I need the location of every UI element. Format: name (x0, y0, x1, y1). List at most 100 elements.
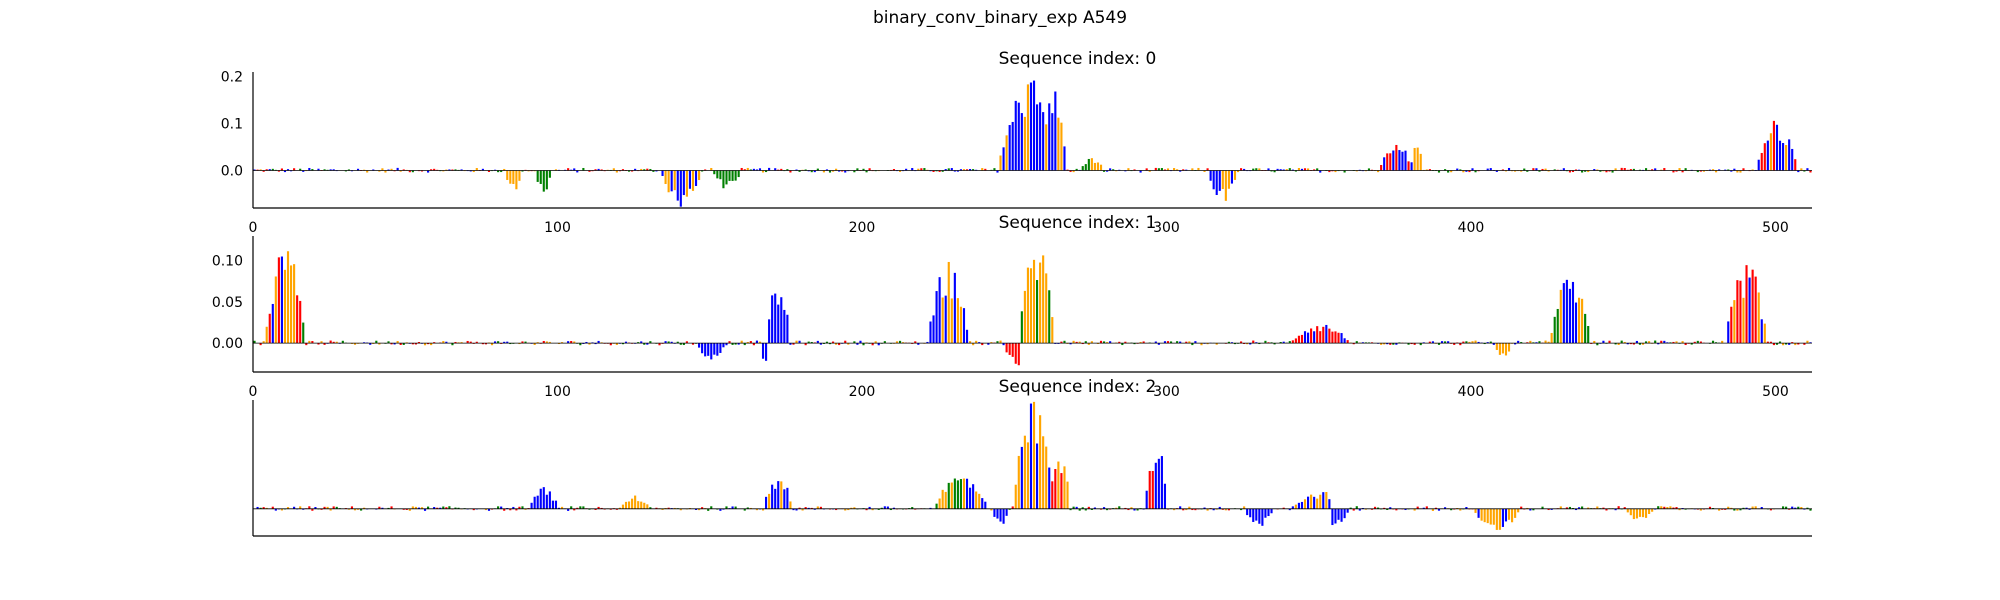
logo-letter-G (1785, 145, 1788, 171)
logo-letter-G (1660, 506, 1663, 509)
logo-letter-G (1751, 169, 1754, 171)
logo-letter-A (1279, 342, 1282, 344)
logo-letter-G (457, 342, 460, 344)
logo-letter-G (1045, 446, 1048, 509)
logo-letter-C (1708, 169, 1712, 171)
logo-letter-A (1785, 343, 1788, 345)
logo-letter-T (984, 168, 987, 171)
logo-letter-A (579, 506, 582, 509)
logo-letter-A (588, 508, 591, 510)
logo-letter-A (1654, 340, 1657, 344)
x-tick-label: 0 (249, 220, 258, 236)
logo-letter-C (765, 343, 768, 361)
logo-letter-G (308, 340, 311, 344)
logo-letter-C (427, 170, 430, 173)
logo-letter-A (1553, 169, 1556, 171)
logo-letter-C (1635, 340, 1638, 344)
logo-letter-C (302, 170, 305, 172)
logo-letter-G (1325, 492, 1328, 509)
logo-letter-T (1623, 168, 1626, 171)
logo-letter-G (673, 507, 676, 509)
panel-0: Sequence index: 0 0.0 0.1 0.2 0 100 200 300 400 5… (221, 49, 1812, 236)
logo-letter-G (1644, 508, 1648, 518)
logo-letter-G (560, 342, 564, 344)
logo-letter-T (1252, 340, 1255, 344)
logo-letter-G (1243, 506, 1246, 509)
logo-letter-G (1587, 170, 1590, 173)
logo-letter-A (1632, 168, 1635, 171)
logo-letter-C (1005, 508, 1008, 516)
logo-letter-A (1157, 168, 1160, 171)
logo-letter-G (956, 298, 959, 344)
logo-letter-T (1380, 164, 1383, 171)
logo-letter-T (892, 169, 896, 171)
logo-letter-T (743, 169, 746, 171)
logo-letter-C (661, 170, 664, 176)
logo-letter-A (1273, 170, 1276, 173)
logo-letter-G (634, 495, 637, 509)
logo-letter-A (731, 343, 734, 345)
logo-letter-C (1249, 343, 1252, 345)
logo-letter-C (771, 295, 774, 344)
logo-letter-A (1392, 343, 1395, 345)
logo-letter-A (1806, 507, 1809, 509)
logo-letter-T (1602, 507, 1605, 509)
logo-letter-A (765, 170, 768, 173)
logo-letter-C (1133, 508, 1136, 511)
logo-letter-G (1045, 124, 1048, 171)
logo-letter-T (1322, 326, 1325, 344)
logo-letter-A (1483, 343, 1486, 345)
logo-letter-C (1209, 170, 1212, 181)
logo-letter-C (688, 170, 692, 189)
logo-letter-A (323, 169, 326, 171)
logo-letter-T (1075, 341, 1078, 344)
logo-letter-C (1718, 169, 1721, 171)
logo-letter-C (417, 507, 421, 509)
logo-letter-C (1568, 288, 1571, 344)
logo-letter-C (445, 341, 448, 344)
logo-letter-C (1218, 506, 1221, 509)
logo-letter-G (1383, 343, 1386, 345)
logo-letter-C (293, 506, 296, 509)
logo-letter-C (670, 170, 673, 192)
logo-letter-A (935, 503, 938, 509)
logo-letter-C (1444, 507, 1447, 509)
logo-letter-G (1066, 481, 1069, 509)
logo-letter-C (1319, 170, 1322, 173)
logo-letter-G (280, 508, 283, 511)
logo-letter-A (1233, 343, 1237, 345)
logo-letter-G (408, 508, 411, 511)
logo-letter-A (798, 170, 801, 172)
logo-letter-C (807, 507, 810, 509)
logo-letter-C (1791, 506, 1794, 509)
logo-letter-A (1474, 170, 1477, 173)
logo-letter-C (1760, 507, 1763, 509)
logo-letter-T (305, 343, 308, 346)
logo-letter-A (1538, 341, 1541, 344)
logo-letter-C (545, 494, 548, 509)
logo-letter-A (1106, 508, 1109, 511)
logo-letter-C (369, 343, 372, 345)
logo-letter-C (503, 341, 506, 344)
logo-letter-G (509, 170, 512, 184)
logo-letter-A (299, 168, 302, 171)
x-tick-label: 300 (1153, 220, 1180, 236)
y-tick-label: 0.00 (212, 336, 243, 352)
logo-letter-C (694, 170, 698, 186)
logo-letter-G (673, 170, 676, 191)
logo-letter-T (311, 508, 314, 511)
logo-letter-G (627, 501, 631, 509)
logo-letter-G (1581, 298, 1584, 344)
logo-letter-T (600, 507, 603, 509)
logo-letter-A (993, 168, 996, 171)
logo-letter-G (637, 501, 640, 509)
logo-letter-A (457, 507, 460, 509)
logo-letter-T (1428, 169, 1431, 171)
logo-letter-T (484, 343, 487, 345)
logo-letter-C (795, 169, 798, 171)
logo-letter-G (1176, 169, 1179, 171)
logo-letter-G (1224, 170, 1227, 201)
logo-letter-A (1102, 170, 1106, 172)
logo-letter-C (439, 507, 442, 509)
logo-letter-T (1389, 343, 1392, 345)
